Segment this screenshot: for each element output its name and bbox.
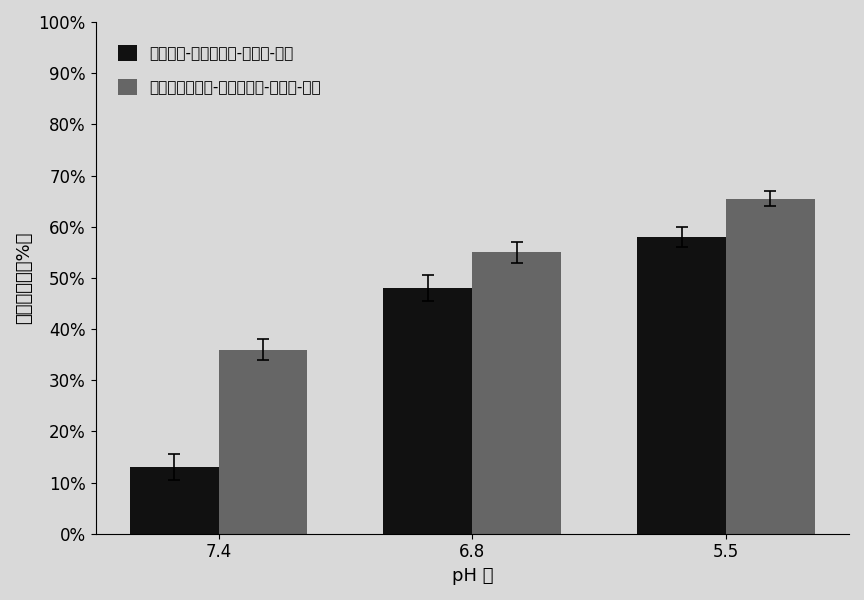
Bar bbox=[637, 237, 726, 534]
Bar bbox=[130, 467, 219, 534]
Bar bbox=[473, 252, 561, 534]
Bar bbox=[219, 350, 308, 534]
Bar bbox=[384, 288, 473, 534]
Bar bbox=[726, 199, 815, 534]
X-axis label: pH 值: pH 值 bbox=[452, 567, 493, 585]
Y-axis label: 氨基暴露率（%）: 氨基暴露率（%） bbox=[15, 232, 33, 324]
Legend: 柠康酸酐-二代赖氨酸-谷氨酸-油胺, 二甲基马来酸酐-二代赖氨酸-谷氨酸-油胺: 柠康酸酐-二代赖氨酸-谷氨酸-油胺, 二甲基马来酸酐-二代赖氨酸-谷氨酸-油胺 bbox=[103, 29, 336, 110]
